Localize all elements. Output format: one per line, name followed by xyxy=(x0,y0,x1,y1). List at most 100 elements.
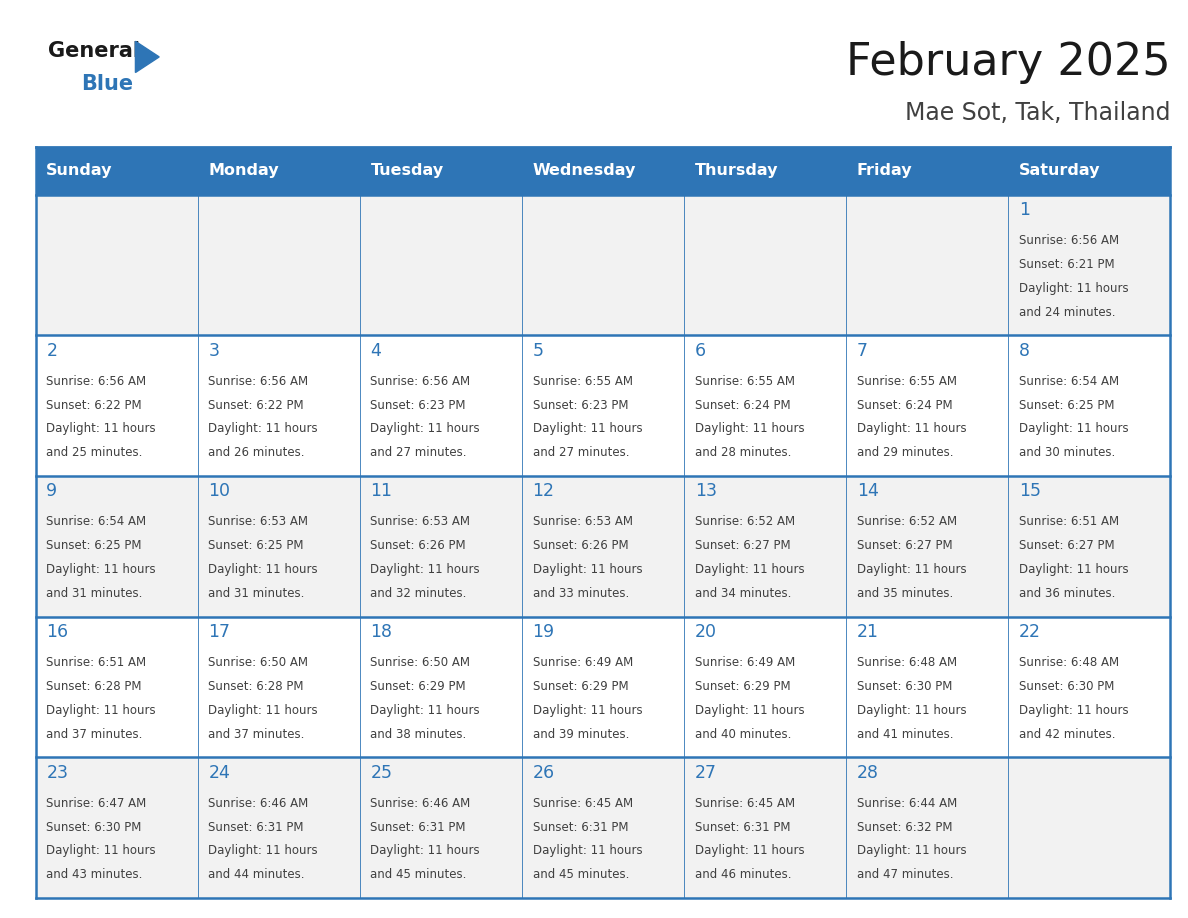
Text: Sunset: 6:25 PM: Sunset: 6:25 PM xyxy=(208,539,304,553)
Text: Saturday: Saturday xyxy=(1019,163,1100,178)
Text: 25: 25 xyxy=(371,764,392,781)
Text: Sunset: 6:27 PM: Sunset: 6:27 PM xyxy=(695,539,790,553)
Text: and 31 minutes.: and 31 minutes. xyxy=(46,587,143,600)
Text: Sunset: 6:25 PM: Sunset: 6:25 PM xyxy=(46,539,141,553)
Text: 8: 8 xyxy=(1019,341,1030,360)
Text: Sunrise: 6:54 AM: Sunrise: 6:54 AM xyxy=(1019,375,1119,387)
Text: Sunset: 6:23 PM: Sunset: 6:23 PM xyxy=(371,398,466,411)
Text: Sunset: 6:27 PM: Sunset: 6:27 PM xyxy=(1019,539,1114,553)
Text: and 27 minutes.: and 27 minutes. xyxy=(532,446,630,459)
Text: Daylight: 11 hours: Daylight: 11 hours xyxy=(695,704,804,717)
Text: Daylight: 11 hours: Daylight: 11 hours xyxy=(532,563,643,577)
Text: Sunset: 6:30 PM: Sunset: 6:30 PM xyxy=(46,821,141,834)
Text: 12: 12 xyxy=(532,482,555,500)
Text: and 40 minutes.: and 40 minutes. xyxy=(695,728,791,741)
Text: Sunrise: 6:48 AM: Sunrise: 6:48 AM xyxy=(857,656,956,669)
Text: Daylight: 11 hours: Daylight: 11 hours xyxy=(695,845,804,857)
Text: and 43 minutes.: and 43 minutes. xyxy=(46,868,143,881)
Text: Sunrise: 6:53 AM: Sunrise: 6:53 AM xyxy=(532,515,632,529)
Text: Daylight: 11 hours: Daylight: 11 hours xyxy=(208,422,318,435)
Text: Sunset: 6:28 PM: Sunset: 6:28 PM xyxy=(46,680,141,693)
Text: 18: 18 xyxy=(371,623,392,641)
Text: Daylight: 11 hours: Daylight: 11 hours xyxy=(371,845,480,857)
Text: Daylight: 11 hours: Daylight: 11 hours xyxy=(46,563,156,577)
Text: 5: 5 xyxy=(532,341,544,360)
Text: Sunset: 6:30 PM: Sunset: 6:30 PM xyxy=(857,680,952,693)
Text: Sunrise: 6:54 AM: Sunrise: 6:54 AM xyxy=(46,515,146,529)
Text: Sunrise: 6:49 AM: Sunrise: 6:49 AM xyxy=(695,656,795,669)
Text: and 32 minutes.: and 32 minutes. xyxy=(371,587,467,600)
Text: 9: 9 xyxy=(46,482,57,500)
Text: 7: 7 xyxy=(857,341,867,360)
Text: Sunset: 6:21 PM: Sunset: 6:21 PM xyxy=(1019,258,1114,271)
Text: Daylight: 11 hours: Daylight: 11 hours xyxy=(208,704,318,717)
Text: Sunrise: 6:48 AM: Sunrise: 6:48 AM xyxy=(1019,656,1119,669)
Text: Daylight: 11 hours: Daylight: 11 hours xyxy=(857,563,966,577)
Text: and 27 minutes.: and 27 minutes. xyxy=(371,446,467,459)
Text: Wednesday: Wednesday xyxy=(532,163,636,178)
Text: Sunrise: 6:55 AM: Sunrise: 6:55 AM xyxy=(695,375,795,387)
Text: Daylight: 11 hours: Daylight: 11 hours xyxy=(1019,422,1129,435)
Text: and 33 minutes.: and 33 minutes. xyxy=(532,587,628,600)
Text: Sunrise: 6:49 AM: Sunrise: 6:49 AM xyxy=(532,656,633,669)
Text: Sunrise: 6:52 AM: Sunrise: 6:52 AM xyxy=(695,515,795,529)
Text: 2: 2 xyxy=(46,341,57,360)
Text: and 38 minutes.: and 38 minutes. xyxy=(371,728,467,741)
Text: 24: 24 xyxy=(208,764,230,781)
Text: Daylight: 11 hours: Daylight: 11 hours xyxy=(532,422,643,435)
Text: Thursday: Thursday xyxy=(695,163,778,178)
Text: and 28 minutes.: and 28 minutes. xyxy=(695,446,791,459)
Text: February 2025: February 2025 xyxy=(846,41,1170,84)
Text: Daylight: 11 hours: Daylight: 11 hours xyxy=(46,845,156,857)
Text: Sunrise: 6:52 AM: Sunrise: 6:52 AM xyxy=(857,515,956,529)
Text: Daylight: 11 hours: Daylight: 11 hours xyxy=(857,845,966,857)
Text: Daylight: 11 hours: Daylight: 11 hours xyxy=(371,422,480,435)
Text: Sunset: 6:25 PM: Sunset: 6:25 PM xyxy=(1019,398,1114,411)
Text: and 37 minutes.: and 37 minutes. xyxy=(208,728,305,741)
Text: Daylight: 11 hours: Daylight: 11 hours xyxy=(857,422,966,435)
Text: 21: 21 xyxy=(857,623,879,641)
Text: Monday: Monday xyxy=(208,163,279,178)
Text: Sunset: 6:29 PM: Sunset: 6:29 PM xyxy=(532,680,628,693)
Text: Sunset: 6:23 PM: Sunset: 6:23 PM xyxy=(532,398,628,411)
Text: and 44 minutes.: and 44 minutes. xyxy=(208,868,305,881)
Text: Sunset: 6:31 PM: Sunset: 6:31 PM xyxy=(208,821,304,834)
Text: Friday: Friday xyxy=(857,163,912,178)
Text: Sunset: 6:22 PM: Sunset: 6:22 PM xyxy=(46,398,141,411)
Text: Sunrise: 6:56 AM: Sunrise: 6:56 AM xyxy=(46,375,146,387)
Text: 20: 20 xyxy=(695,623,716,641)
Text: Sunset: 6:24 PM: Sunset: 6:24 PM xyxy=(695,398,790,411)
Text: Blue: Blue xyxy=(81,74,133,95)
Text: Sunrise: 6:50 AM: Sunrise: 6:50 AM xyxy=(371,656,470,669)
Text: Sunset: 6:31 PM: Sunset: 6:31 PM xyxy=(695,821,790,834)
Text: Sunset: 6:22 PM: Sunset: 6:22 PM xyxy=(208,398,304,411)
Text: Sunset: 6:32 PM: Sunset: 6:32 PM xyxy=(857,821,953,834)
Text: 15: 15 xyxy=(1019,482,1041,500)
Text: 28: 28 xyxy=(857,764,879,781)
Text: Sunrise: 6:53 AM: Sunrise: 6:53 AM xyxy=(208,515,309,529)
Text: 27: 27 xyxy=(695,764,716,781)
Text: and 36 minutes.: and 36 minutes. xyxy=(1019,587,1116,600)
Text: Sunday: Sunday xyxy=(46,163,113,178)
Text: and 34 minutes.: and 34 minutes. xyxy=(695,587,791,600)
Text: 22: 22 xyxy=(1019,623,1041,641)
Text: Daylight: 11 hours: Daylight: 11 hours xyxy=(857,704,966,717)
Text: 3: 3 xyxy=(208,341,220,360)
Text: Sunset: 6:26 PM: Sunset: 6:26 PM xyxy=(532,539,628,553)
Text: and 26 minutes.: and 26 minutes. xyxy=(208,446,305,459)
Text: Sunrise: 6:50 AM: Sunrise: 6:50 AM xyxy=(208,656,309,669)
Text: Daylight: 11 hours: Daylight: 11 hours xyxy=(46,704,156,717)
Text: Sunset: 6:30 PM: Sunset: 6:30 PM xyxy=(1019,680,1114,693)
Text: Daylight: 11 hours: Daylight: 11 hours xyxy=(46,422,156,435)
Text: Daylight: 11 hours: Daylight: 11 hours xyxy=(695,563,804,577)
Text: and 25 minutes.: and 25 minutes. xyxy=(46,446,143,459)
Text: Tuesday: Tuesday xyxy=(371,163,443,178)
Text: 16: 16 xyxy=(46,623,69,641)
Text: Sunrise: 6:45 AM: Sunrise: 6:45 AM xyxy=(695,797,795,810)
Text: Sunrise: 6:46 AM: Sunrise: 6:46 AM xyxy=(208,797,309,810)
Text: Sunrise: 6:55 AM: Sunrise: 6:55 AM xyxy=(532,375,632,387)
Text: Daylight: 11 hours: Daylight: 11 hours xyxy=(532,704,643,717)
Text: Daylight: 11 hours: Daylight: 11 hours xyxy=(695,422,804,435)
Text: Daylight: 11 hours: Daylight: 11 hours xyxy=(371,563,480,577)
Text: Sunrise: 6:47 AM: Sunrise: 6:47 AM xyxy=(46,797,146,810)
